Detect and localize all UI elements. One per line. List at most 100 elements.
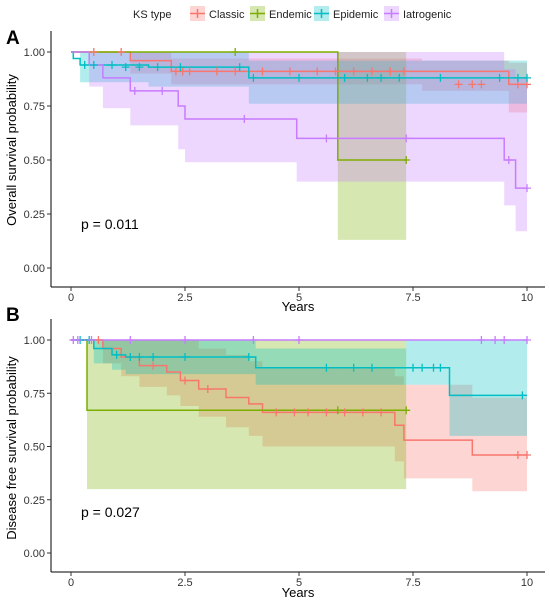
censor-mark-classic-a-8 bbox=[285, 67, 294, 76]
censor-mark-classic-b-8 bbox=[322, 408, 331, 417]
y-tick-label-b-3: 0.75 bbox=[24, 388, 45, 400]
legend-label-epidemic: Epidemic bbox=[333, 9, 379, 21]
censor-mark-epidemic-a-4 bbox=[135, 63, 144, 72]
censor-mark-classic-a-3 bbox=[178, 67, 187, 76]
ci-band-iatrogenic-a bbox=[71, 52, 527, 232]
censor-mark-epidemic-a-17 bbox=[523, 73, 531, 82]
censor-mark-iatrogenic-b-9 bbox=[500, 336, 509, 344]
censor-mark-epidemic-a-11 bbox=[363, 73, 372, 82]
censor-mark-iatrogenic-a-4 bbox=[402, 134, 411, 143]
censor-mark-classic-a-6 bbox=[231, 67, 240, 76]
legend-entry-endemic: Endemic bbox=[250, 6, 312, 21]
censor-mark-classic-a-17 bbox=[477, 80, 486, 89]
censor-mark-classic-b-10 bbox=[358, 408, 367, 417]
x-tick-label-b-4: 10 bbox=[521, 577, 533, 589]
censor-mark-iatrogenic-b-6 bbox=[295, 336, 303, 344]
panel-label-a: A bbox=[6, 28, 20, 49]
km-curve-classic-a bbox=[71, 51, 527, 86]
censor-mark-epidemic-b-8 bbox=[322, 363, 331, 372]
y-tick-label-b-4: 1.00 bbox=[24, 335, 45, 347]
censor-mark-epidemic-b-9 bbox=[349, 363, 358, 372]
censor-mark-classic-b-12 bbox=[513, 451, 522, 459]
censor-mark-epidemic-a-7 bbox=[235, 63, 244, 72]
censor-mark-endemic-a-1 bbox=[402, 156, 411, 164]
censor-mark-iatrogenic-b-1 bbox=[73, 336, 82, 344]
censor-mark-epidemic-a-3 bbox=[121, 63, 130, 72]
panel-overall-survival: A Overall survival probability Years p =… bbox=[4, 28, 545, 314]
km-curve-epidemic-b bbox=[71, 339, 527, 397]
y-axis-label-a: Overall survival probability bbox=[4, 74, 19, 226]
censor-mark-classic-b-2 bbox=[149, 361, 158, 370]
censor-mark-epidemic-a-2 bbox=[108, 61, 116, 69]
y-tick-label-a-4: 1.00 bbox=[24, 47, 45, 59]
censor-mark-classic-b-7 bbox=[304, 408, 313, 417]
censor-mark-classic-a-13 bbox=[386, 67, 395, 76]
legend-label-classic: Classic bbox=[209, 9, 245, 21]
censor-mark-epidemic-b-3 bbox=[126, 353, 135, 361]
x-tick-label-a-4: 10 bbox=[521, 292, 533, 304]
censor-mark-classic-a-12 bbox=[368, 67, 376, 76]
censor-mark-epidemic-a-8 bbox=[249, 73, 258, 82]
censor-mark-classic-a-10 bbox=[331, 67, 340, 76]
y-tick-label-a-3: 0.75 bbox=[24, 101, 45, 113]
censor-mark-endemic-a-0 bbox=[231, 48, 240, 56]
censor-mark-iatrogenic-a-3 bbox=[322, 134, 331, 143]
y-tick-label-b-0: 0.00 bbox=[24, 548, 45, 560]
y-axis-label-b: Disease free survival probability bbox=[4, 356, 19, 540]
censor-mark-classic-b-6 bbox=[290, 408, 299, 417]
legend: KS type Classic Endemic Epidemic Iatrogenic bbox=[133, 6, 452, 21]
y-tick-label-b-2: 0.50 bbox=[24, 442, 45, 454]
censor-mark-classic-b-9 bbox=[340, 408, 349, 417]
x-tick-label-a-0: 0 bbox=[68, 292, 74, 304]
censor-mark-epidemic-a-1 bbox=[89, 61, 98, 69]
censor-mark-classic-a-2 bbox=[171, 67, 180, 76]
censor-mark-epidemic-b-15 bbox=[518, 391, 527, 400]
p-value-a: p = 0.011 bbox=[81, 216, 139, 232]
legend-label-iatrogenic: Iatrogenic bbox=[403, 9, 452, 21]
x-tick-label-b-3: 7.5 bbox=[405, 577, 420, 589]
x-axis-label-b: Years bbox=[282, 585, 315, 600]
censor-mark-classic-a-11 bbox=[349, 67, 358, 76]
panel-label-b: B bbox=[6, 305, 20, 326]
censor-mark-endemic-b-0 bbox=[333, 406, 342, 415]
y-tick-label-a-1: 0.25 bbox=[24, 209, 45, 221]
censor-mark-classic-a-7 bbox=[258, 67, 267, 76]
censor-mark-classic-b-0 bbox=[94, 336, 103, 344]
censor-mark-iatrogenic-a-6 bbox=[523, 184, 531, 193]
censor-mark-epidemic-b-12 bbox=[418, 363, 427, 372]
censor-mark-epidemic-b-14 bbox=[436, 363, 445, 372]
censor-mark-epidemic-a-5 bbox=[153, 63, 162, 72]
censor-mark-classic-a-5 bbox=[212, 67, 221, 76]
x-tick-label-a-1: 2.5 bbox=[177, 292, 192, 304]
censor-mark-epidemic-a-0 bbox=[80, 61, 89, 69]
y-tick-label-a-0: 0.00 bbox=[24, 263, 45, 275]
censor-mark-classic-a-4 bbox=[185, 67, 194, 76]
censor-mark-iatrogenic-b-7 bbox=[477, 336, 486, 344]
censor-mark-epidemic-a-9 bbox=[295, 73, 303, 82]
x-tick-label-a-2: 5 bbox=[296, 292, 302, 304]
panel-disease-free-survival: B Disease free survival probability Year… bbox=[4, 305, 545, 600]
plot-area-a: 0.00 0.25 0.50 0.75 1.00 0 2.5 5 7.5 10 bbox=[24, 31, 545, 304]
censor-mark-classic-a-15 bbox=[454, 80, 463, 89]
censor-mark-classic-b-13 bbox=[523, 451, 531, 459]
censor-mark-iatrogenic-b-10 bbox=[523, 336, 531, 344]
censor-mark-epidemic-a-15 bbox=[495, 73, 504, 82]
censor-mark-epidemic-b-2 bbox=[112, 350, 121, 359]
censor-mark-epidemic-a-6 bbox=[176, 63, 185, 72]
x-axis-label-a: Years bbox=[282, 299, 315, 314]
x-tick-label-b-1: 2.5 bbox=[177, 577, 192, 589]
censor-mark-epidemic-b-11 bbox=[409, 363, 417, 372]
x-tick-label-b-2: 5 bbox=[296, 577, 302, 589]
km-curve-classic-b bbox=[71, 339, 527, 456]
censor-mark-endemic-b-1 bbox=[402, 406, 411, 415]
censor-mark-epidemic-a-14 bbox=[436, 73, 445, 82]
censor-mark-epidemic-a-12 bbox=[377, 73, 386, 82]
censor-mark-classic-b-5 bbox=[272, 408, 281, 417]
censor-mark-iatrogenic-b-8 bbox=[491, 336, 500, 344]
censor-mark-epidemic-b-5 bbox=[149, 353, 158, 361]
censor-mark-iatrogenic-a-1 bbox=[158, 86, 167, 95]
y-tick-label-b-1: 0.25 bbox=[24, 495, 45, 507]
x-tick-label-a-3: 7.5 bbox=[405, 292, 420, 304]
legend-label-endemic: Endemic bbox=[269, 9, 312, 21]
censor-mark-epidemic-b-7 bbox=[244, 353, 253, 361]
